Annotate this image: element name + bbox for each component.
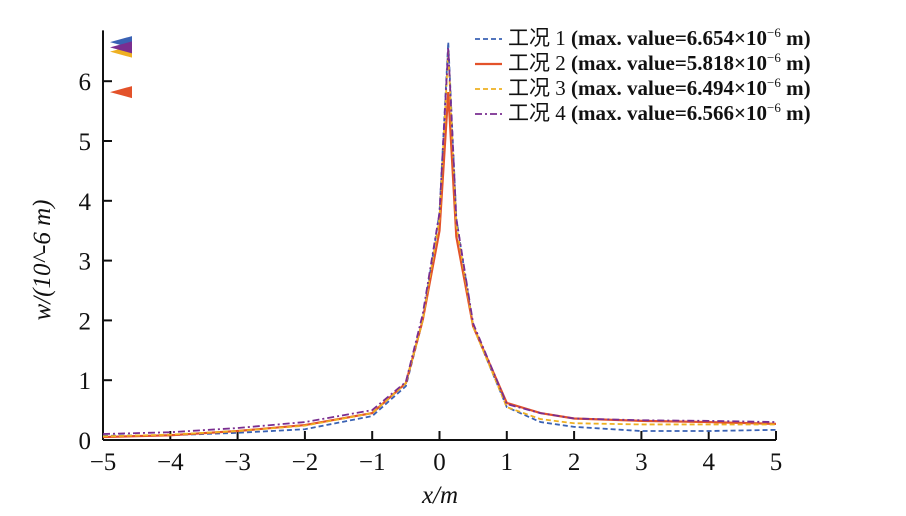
y-tick-label: 6 bbox=[79, 69, 92, 96]
x-tick-label: −1 bbox=[359, 449, 386, 476]
legend-entry-3: 工况 3 (max. value=6.494×10−6 m) bbox=[508, 75, 811, 100]
y-tick-label: 0 bbox=[79, 428, 92, 455]
x-tick-label: −4 bbox=[157, 449, 184, 476]
series-line-2 bbox=[102, 92, 777, 439]
x-tick-label: 1 bbox=[501, 449, 514, 476]
x-tick-label: 0 bbox=[433, 449, 446, 476]
y-tick-label: 5 bbox=[79, 129, 92, 156]
legend: 工况 1 (max. value=6.654×10−6 m)工况 2 (max.… bbox=[475, 25, 811, 125]
y-tick-label: 1 bbox=[79, 368, 92, 395]
y-tick-label: 2 bbox=[79, 308, 92, 335]
max-marker-2 bbox=[110, 86, 132, 99]
series-line-1 bbox=[102, 42, 777, 437]
x-tick-label: −3 bbox=[224, 449, 251, 476]
axes: −5 −4 −3 −2 −1 0 1 2 3 4 5 0 1 2 3 4 5 6 bbox=[79, 30, 783, 476]
legend-entry-4: 工况 4 (max. value=6.566×10−6 m) bbox=[508, 100, 811, 125]
x-tick-label: 4 bbox=[702, 449, 715, 476]
x-axis-label: x/m bbox=[421, 482, 458, 509]
x-tick-label: 3 bbox=[635, 449, 648, 476]
y-tick-label: 3 bbox=[79, 249, 92, 276]
x-tick-label: 5 bbox=[770, 449, 783, 476]
x-tick-label: −2 bbox=[292, 449, 319, 476]
legend-entry-2: 工况 2 (max. value=5.818×10−6 m) bbox=[508, 50, 811, 75]
max-markers bbox=[110, 36, 132, 99]
y-tick-label: 4 bbox=[79, 189, 92, 216]
max-marker-4 bbox=[110, 41, 132, 54]
y-axis-label: w/(10^-6 m) bbox=[29, 200, 56, 321]
legend-entry-1: 工况 1 (max. value=6.654×10−6 m) bbox=[508, 25, 811, 50]
x-tick-label: −5 bbox=[90, 449, 117, 476]
x-tick-label: 2 bbox=[568, 449, 581, 476]
series-lines bbox=[102, 42, 777, 439]
